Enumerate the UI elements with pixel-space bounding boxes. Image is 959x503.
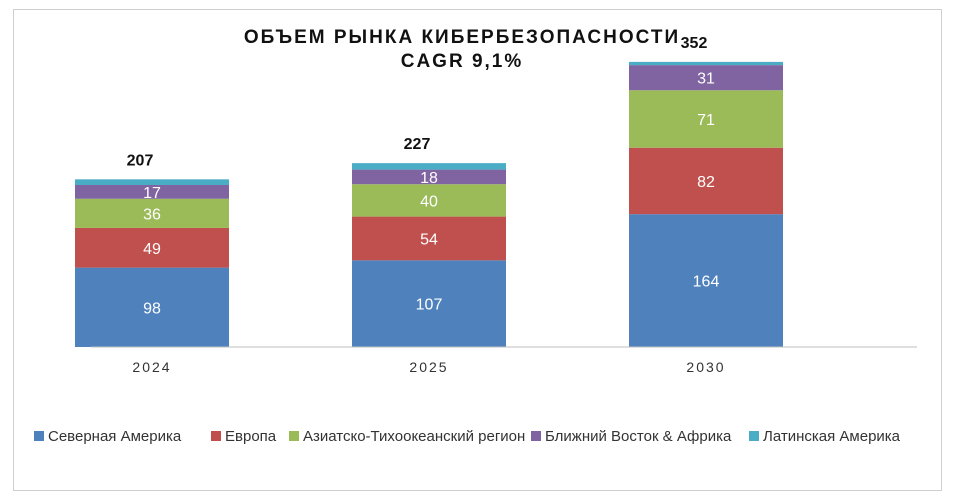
data-label: 98	[143, 300, 161, 317]
bar-segment	[629, 90, 783, 148]
data-label: 18	[420, 170, 438, 187]
data-label: 36	[143, 206, 161, 223]
legend-entry: Латинская Америка	[763, 428, 901, 445]
bar-segment	[75, 185, 229, 199]
legend-swatch	[749, 431, 759, 441]
bar-segment	[75, 179, 229, 185]
data-label: 54	[420, 231, 438, 248]
bar-segment	[75, 198, 229, 228]
bar-segment	[352, 260, 506, 347]
x-tick-label: 2025	[409, 359, 448, 375]
data-label: 40	[420, 193, 438, 210]
bar-segment	[352, 216, 506, 261]
data-label: 17	[143, 185, 161, 202]
bar-segment	[352, 163, 506, 170]
x-tick-label: 2030	[686, 359, 725, 375]
total-label: 227	[404, 136, 431, 153]
bar-segment	[75, 227, 229, 268]
chart-subtitle: CAGR 9,1%	[401, 51, 524, 72]
bar-segment	[352, 169, 506, 185]
chart-title: ОБЪЕМ РЫНКА КИБЕРБЕЗОПАСНОСТИ	[244, 27, 680, 48]
stacked-bar-chart: ОБЪЕМ РЫНКА КИБЕРБЕЗОПАСНОСТИ CAGR 9,1% …	[34, 27, 917, 445]
legend-swatch	[211, 431, 221, 441]
bar-segment	[75, 267, 229, 347]
bar-segment	[629, 214, 783, 347]
legend: Северная Америка Европа Азиатско-Тихоокеан…	[34, 428, 901, 445]
data-label: 82	[697, 174, 715, 191]
bar-segment	[629, 65, 783, 91]
data-label: 31	[697, 71, 715, 88]
x-tick-label: 2024	[132, 359, 171, 375]
legend-swatch	[34, 431, 44, 441]
legend-entry: Европа	[225, 428, 277, 445]
bar-segment	[352, 184, 506, 217]
data-label: 49	[143, 241, 161, 258]
data-label: 107	[416, 297, 443, 314]
bar-segment	[629, 147, 783, 215]
legend-entry: Азиатско-Тихоокеанский регион	[303, 428, 525, 445]
legend-swatch	[289, 431, 299, 441]
total-label: 207	[127, 152, 154, 169]
x-tick-labels: 2024 2025 2030	[132, 359, 725, 375]
bar-segment	[629, 61, 783, 66]
data-label: 164	[693, 274, 720, 291]
chart-frame: ОБЪЕМ РЫНКА КИБЕРБЕЗОПАСНОСТИ CAGR 9,1% …	[13, 9, 942, 491]
legend-entry: Ближний Восток & Африка	[545, 428, 732, 445]
total-label: 352	[681, 35, 708, 52]
data-label: 71	[697, 112, 715, 129]
legend-entry: Северная Америка	[48, 428, 182, 445]
bars-group: 98 49 36 17 207 107 54 40 18 227 164 82 71 31 352	[75, 35, 783, 347]
legend-swatch	[531, 431, 541, 441]
